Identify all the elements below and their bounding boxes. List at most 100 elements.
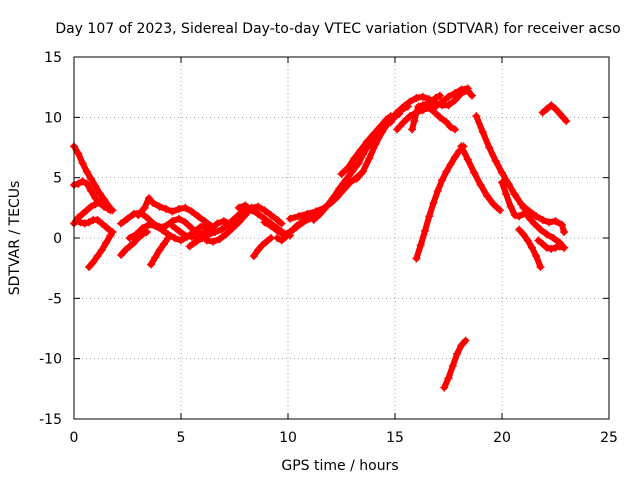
data-point	[444, 374, 453, 382]
series-track-19	[309, 109, 404, 224]
data-point	[241, 211, 250, 220]
data-point	[463, 84, 472, 93]
data-point	[286, 228, 295, 236]
data-point	[121, 246, 130, 255]
data-point	[140, 203, 149, 212]
series-track-27	[440, 336, 470, 392]
data-point	[185, 242, 194, 251]
data-point	[125, 242, 134, 251]
data-point	[528, 243, 536, 252]
data-point	[194, 212, 203, 221]
data-point	[142, 228, 151, 236]
data-point	[221, 230, 230, 239]
data-point	[164, 234, 173, 242]
data-point	[217, 225, 226, 234]
data-point	[495, 206, 504, 215]
data-point	[262, 237, 271, 246]
data-point	[151, 221, 160, 230]
data-point	[234, 218, 243, 227]
y-tick-label: -15	[39, 412, 62, 428]
data-point	[431, 94, 440, 102]
series-track-32	[523, 212, 569, 252]
data-point	[555, 242, 564, 251]
data-point	[91, 200, 100, 209]
data-point	[386, 118, 395, 127]
data-point	[393, 108, 402, 117]
data-point	[316, 209, 325, 218]
data-point	[408, 125, 417, 134]
data-point	[149, 199, 158, 207]
x-tick-label: 20	[493, 430, 511, 446]
data-series	[70, 84, 571, 392]
data-point	[322, 202, 331, 211]
data-point	[450, 125, 459, 134]
data-point	[476, 180, 485, 189]
data-point	[147, 260, 155, 269]
data-point	[177, 236, 185, 245]
data-point	[254, 209, 262, 218]
data-point	[142, 213, 151, 222]
data-point	[74, 149, 83, 158]
data-point	[277, 219, 286, 228]
data-point	[97, 246, 106, 255]
data-point	[219, 217, 228, 226]
data-point	[358, 167, 367, 176]
trace-segment	[490, 201, 503, 214]
data-point	[155, 202, 164, 211]
data-point	[155, 246, 164, 255]
data-point	[117, 250, 126, 259]
data-point	[138, 224, 147, 233]
data-point	[80, 219, 89, 228]
data-point	[551, 217, 560, 226]
data-point	[273, 215, 282, 224]
data-point	[435, 91, 444, 100]
data-point	[450, 96, 459, 105]
data-point	[542, 104, 551, 113]
x-axis-label: GPS time / hours	[281, 458, 398, 474]
series-track-35	[538, 101, 571, 125]
data-point	[457, 341, 466, 350]
data-point	[85, 218, 93, 227]
data-point	[412, 94, 421, 102]
data-point	[442, 167, 451, 176]
data-point	[78, 209, 87, 218]
data-point	[93, 252, 102, 261]
data-point	[406, 97, 414, 106]
data-point	[273, 226, 282, 235]
data-point	[309, 215, 318, 224]
data-point	[168, 221, 177, 230]
data-point	[352, 174, 361, 183]
data-point	[416, 241, 425, 250]
data-point	[76, 218, 85, 227]
series-track-31	[519, 203, 569, 236]
series-track-4	[72, 215, 115, 235]
data-point	[551, 104, 560, 113]
x-tick-label: 10	[279, 430, 297, 446]
data-point	[549, 234, 558, 242]
y-axis-label: SDTVAR / TECUs	[7, 181, 23, 296]
data-point	[519, 230, 528, 239]
data-point	[72, 217, 81, 226]
data-point	[536, 263, 545, 271]
series-track-3	[70, 199, 117, 228]
data-point	[292, 221, 301, 230]
data-point	[446, 160, 455, 169]
data-point	[209, 237, 218, 246]
data-point	[108, 228, 117, 236]
data-point	[557, 220, 566, 229]
data-point	[100, 200, 108, 209]
y-tick-label: -5	[48, 291, 62, 307]
data-point	[461, 336, 470, 345]
data-point	[299, 217, 307, 226]
data-point	[515, 212, 524, 221]
data-point	[89, 258, 98, 267]
data-point	[483, 191, 491, 200]
data-point	[414, 102, 423, 111]
y-tick-label: -10	[39, 352, 62, 368]
data-point	[200, 217, 209, 226]
data-point	[91, 182, 100, 191]
trace-segment	[201, 218, 214, 229]
data-point	[202, 236, 211, 245]
data-point	[328, 194, 337, 203]
y-tick-label: 10	[44, 110, 62, 126]
